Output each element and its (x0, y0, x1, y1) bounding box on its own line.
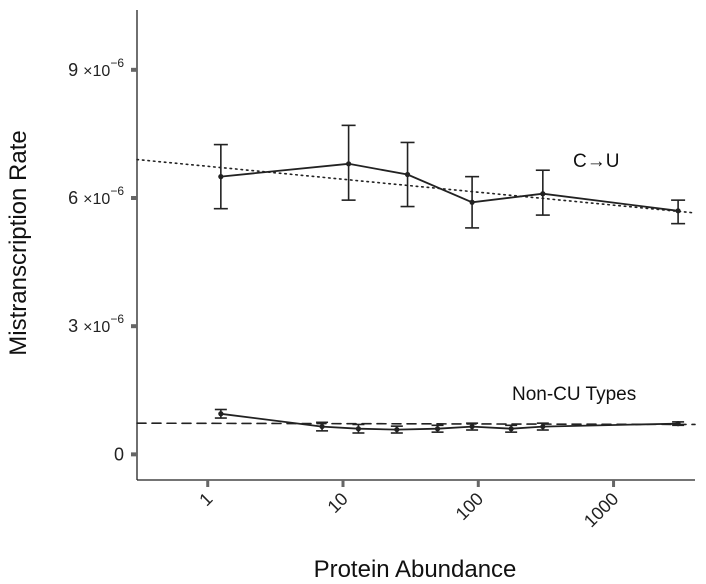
x-tick-label: 100 (452, 489, 487, 524)
data-point (540, 191, 546, 197)
data-point (394, 426, 400, 433)
data-point (469, 199, 475, 205)
data-point (319, 423, 325, 430)
data-point (508, 426, 514, 432)
y-tick-label: 6 ×10−6 (68, 184, 124, 208)
series-0 (213, 124, 686, 229)
x-tick-label: 10 (324, 489, 352, 517)
x-tick-label: 1 (195, 489, 216, 510)
series-label-non-cu: Non-CU Types (512, 384, 636, 405)
data-point (675, 208, 681, 214)
series-1 (214, 408, 685, 434)
trend-lines (136, 158, 696, 426)
data-point (404, 171, 411, 178)
trend-line-dashed (136, 422, 696, 426)
x-tick-label: 1000 (580, 489, 622, 531)
series-label-c-to-u: C→U (573, 151, 619, 172)
y-tick-label: 0 (114, 444, 124, 464)
axes: 0 3 ×10−6 6 ×10−6 9 ×10−6 1 10 100 1000 (68, 10, 695, 531)
data-point (434, 426, 441, 432)
trend-line-dotted (136, 158, 696, 214)
x-axis-title: Protein Abundance (314, 556, 517, 583)
y-axis-title: Mistranscription Rate (5, 130, 32, 355)
series-line (220, 412, 679, 431)
y-tick-label: 3 ×10−6 (68, 312, 124, 336)
data-point (218, 174, 224, 180)
data-point (346, 161, 352, 167)
data-point (355, 426, 362, 432)
y-tick-label: 9 ×10−6 (68, 56, 124, 80)
data-series (213, 124, 686, 434)
data-point (469, 423, 475, 430)
data-point (540, 423, 546, 430)
data-point (218, 411, 224, 417)
data-point (675, 421, 681, 427)
series-line (220, 162, 679, 212)
